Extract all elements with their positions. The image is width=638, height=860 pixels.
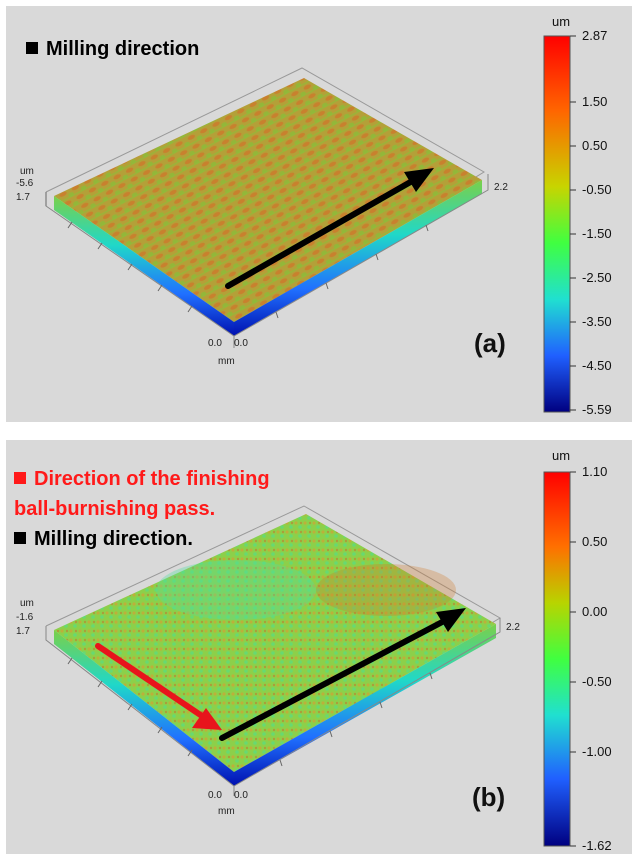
- colorbar-tick: 2.87: [582, 28, 608, 43]
- legend-label: Milling direction.: [34, 528, 193, 550]
- colorbar-tick: 0.50: [582, 138, 608, 153]
- legend-label: Milling direction: [46, 38, 200, 60]
- x-axis-origin-a: 0.0: [234, 338, 248, 349]
- colorbar-b: [543, 471, 571, 847]
- colorbar-tick: -4.50: [582, 358, 612, 373]
- x-axis-max-a: 2.2: [494, 182, 508, 193]
- surface-top-a: [54, 78, 482, 322]
- surface-plot-panel-b: Direction of the finishing ball-burnishi…: [6, 440, 632, 854]
- legend-swatch-black: [26, 42, 38, 54]
- legend-burnishing-direction: Direction of the finishing: [14, 466, 270, 492]
- colorbar-tick: -0.50: [582, 674, 612, 689]
- colorbar-tick: 1.50: [582, 94, 608, 109]
- y-axis-origin-a: 0.0: [208, 338, 222, 349]
- z-axis-unit-a: um: [20, 166, 34, 177]
- legend-label: Direction of the finishing: [34, 468, 270, 490]
- colorbar-tick: -0.50: [582, 182, 612, 197]
- surface-3d-plot-b: [45, 471, 576, 847]
- xy-axis-unit-a: mm: [218, 356, 235, 367]
- colorbar-a: [543, 35, 571, 413]
- y-axis-origin-b: 0.0: [208, 790, 222, 801]
- y-axis-max-b: 1.7: [16, 626, 30, 637]
- surface-wall-left-a: [54, 196, 234, 336]
- colorbar-tick: -3.50: [582, 314, 612, 329]
- surface-wall-left-b: [54, 630, 234, 786]
- x-axis-origin-b: 0.0: [234, 790, 248, 801]
- colorbar-tick: 1.10: [582, 464, 608, 479]
- panel-label-b: (b): [472, 782, 506, 812]
- colorbar-tick: -2.50: [582, 270, 612, 285]
- x-axis-max-b: 2.2: [506, 622, 520, 633]
- z-axis-min-b: -1.6: [16, 612, 34, 623]
- colorbar-unit-a: um: [552, 14, 571, 29]
- legend-swatch-black: [14, 532, 26, 544]
- colorbar-tick: 0.50: [582, 534, 608, 549]
- legend-swatch-red: [14, 472, 26, 484]
- milling-direction-arrow-b: [219, 608, 466, 741]
- panel-label-a: (a): [474, 328, 506, 358]
- milling-direction-arrow-a: [225, 168, 434, 289]
- surface-plot-panel-a: Milling direction um -5.6 1.7 2.2 0.0 0.…: [6, 6, 632, 422]
- legend-milling-direction-a: Milling direction: [26, 36, 199, 62]
- colorbar-tick: -1.62: [582, 838, 612, 853]
- surface-3d-plot-a: [45, 35, 576, 413]
- surface-top-b: [54, 514, 496, 772]
- ball-burnishing-direction-arrow: [95, 643, 222, 730]
- z-axis-min-a: -5.6: [16, 178, 34, 189]
- colorbar-tick: -1.00: [582, 744, 612, 759]
- colorbar-tick: 0.00: [582, 604, 608, 619]
- z-axis-unit-b: um: [20, 598, 34, 609]
- surface-wall-right-b: [234, 624, 496, 786]
- colorbar-tick: -5.59: [582, 402, 612, 417]
- legend-milling-direction-b: Milling direction.: [14, 526, 193, 552]
- surface-wall-right-a: [234, 180, 482, 336]
- xy-axis-unit-b: mm: [218, 806, 235, 817]
- colorbar-unit-b: um: [552, 448, 571, 463]
- colorbar-tick: -1.50: [582, 226, 612, 241]
- legend-label-continued: ball-burnishing pass.: [14, 498, 216, 520]
- y-axis-max-a: 1.7: [16, 192, 30, 203]
